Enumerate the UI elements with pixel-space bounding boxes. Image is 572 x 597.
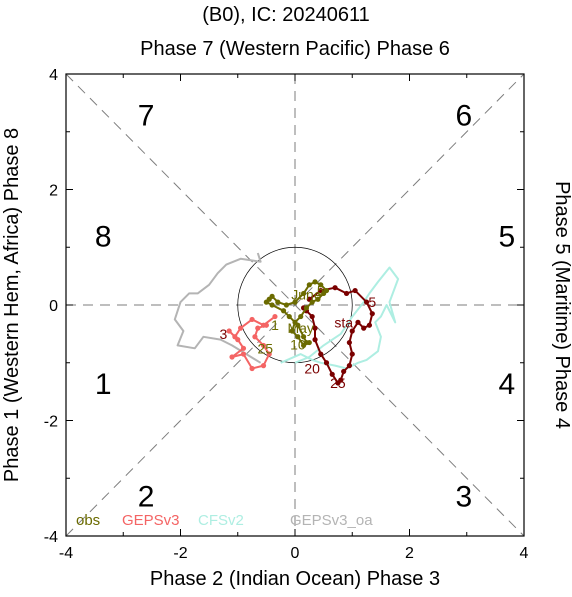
annotation-label: 25 xyxy=(257,340,273,356)
axis-left-label: Phase 1 (Western Hem, Africa) Phase 8 xyxy=(1,128,23,482)
series-point-obs xyxy=(280,308,287,314)
chart-title: (B0), IC: 20240611 xyxy=(202,4,370,26)
series-point-ensemble xyxy=(318,351,324,357)
series-point-ensemble xyxy=(335,380,341,386)
series-point-ensemble xyxy=(323,360,330,366)
phase-label-3: 3 xyxy=(456,481,473,514)
series-point-gepsv3 xyxy=(266,351,272,357)
annotation-label: sta xyxy=(334,314,353,330)
series-point-ensemble xyxy=(329,371,335,377)
annotation-label: 5 xyxy=(317,283,325,299)
annotation-label: 20 xyxy=(304,361,320,377)
series-point-ensemble xyxy=(312,325,318,331)
series-point-gepsv3 xyxy=(263,322,269,328)
series-point-ensemble xyxy=(346,363,352,369)
series-point-ensemble xyxy=(349,328,355,334)
annotation-label: 10 xyxy=(290,336,306,352)
series-point-obs xyxy=(315,296,321,302)
y-tick-label: -2 xyxy=(44,414,58,431)
phase-label-2: 2 xyxy=(138,481,155,514)
phase-label-5: 5 xyxy=(498,221,515,254)
series-point-obs xyxy=(321,290,327,297)
annotation-label: 5 xyxy=(368,294,376,310)
series-point-gepsv3 xyxy=(249,365,255,372)
axis-bottom-label: Phase 2 (Indian Ocean) Phase 3 xyxy=(150,568,440,590)
series-point-gepsv3 xyxy=(229,354,235,360)
series-point-gepsv3 xyxy=(260,342,267,349)
series-point-obs xyxy=(312,279,318,285)
series-point-obs xyxy=(298,313,304,320)
series-point-obs xyxy=(309,299,315,305)
series-point-ensemble xyxy=(309,313,315,320)
series-point-gepsv3 xyxy=(260,363,267,369)
series-point-ensemble xyxy=(363,299,370,305)
series-point-obs xyxy=(292,319,298,325)
x-tick-label: 2 xyxy=(405,545,414,562)
series-point-gepsv3 xyxy=(235,337,241,343)
legend-entry: GEPSv3_oa xyxy=(290,512,373,529)
annotation-label: June xyxy=(291,287,322,303)
series-point-gepsv3 xyxy=(238,325,244,331)
series-line-cfsv2 xyxy=(280,266,400,370)
phase-label-8: 8 xyxy=(95,221,112,254)
annotation-label: 25 xyxy=(330,375,346,391)
legend-entry: obs xyxy=(76,512,100,529)
series-point-gepsv3 xyxy=(226,328,232,334)
legend-entry: GEPSv3 xyxy=(122,512,180,529)
phase-label-7: 7 xyxy=(138,99,155,132)
phase-label-6: 6 xyxy=(456,99,473,132)
y-tick-label: 4 xyxy=(49,67,58,84)
series-point-ensemble xyxy=(352,287,358,294)
series-point-ensemble xyxy=(312,337,318,343)
series-point-ensemble xyxy=(332,285,338,291)
series-point-gepsv3 xyxy=(255,325,261,331)
series-point-ensemble xyxy=(343,290,350,297)
axis-right-label: Phase 5 (Maritime) Phase 4 xyxy=(551,181,572,429)
series-point-gepsv3 xyxy=(240,345,247,351)
phase-label-4: 4 xyxy=(498,368,515,401)
series-line-gepsv3_oa xyxy=(173,252,262,364)
series-point-obs xyxy=(286,313,292,320)
series-point-ensemble xyxy=(366,322,373,328)
series-point-gepsv3 xyxy=(252,334,258,340)
series-point-ensemble xyxy=(355,319,361,325)
series-point-obs xyxy=(269,293,275,299)
series-point-ensemble xyxy=(349,351,355,357)
series-point-gepsv3 xyxy=(272,313,278,320)
annotation-label: 3 xyxy=(220,326,228,342)
annotation-label: 1 xyxy=(271,317,279,333)
phase-label-1: 1 xyxy=(95,368,112,401)
series-point-obs xyxy=(289,328,295,334)
series-point-obs xyxy=(303,305,310,311)
series-point-ensemble xyxy=(361,325,367,331)
series-point-obs xyxy=(306,339,312,346)
series-point-obs xyxy=(318,282,324,288)
series-point-obs xyxy=(269,302,275,308)
axis-top-label: Phase 7 (Western Pacific) Phase 6 xyxy=(140,38,450,60)
series-point-ensemble xyxy=(346,339,352,346)
y-tick-label: 2 xyxy=(49,183,58,200)
y-tick-label: -4 xyxy=(44,529,58,546)
series-point-obs xyxy=(300,334,307,340)
series-point-obs xyxy=(306,282,312,288)
series-point-obs xyxy=(295,334,301,340)
y-tick-label: 0 xyxy=(49,298,58,315)
series-point-gepsv3 xyxy=(249,316,255,323)
series-point-ensemble xyxy=(369,311,375,317)
x-tick-label: 4 xyxy=(520,545,529,562)
legend-entry: CFSv2 xyxy=(198,512,244,529)
series-point-obs xyxy=(292,299,298,305)
series-point-obs xyxy=(300,342,307,349)
series-point-gepsv3 xyxy=(240,351,247,357)
x-tick-label: -4 xyxy=(59,545,73,562)
series-point-obs xyxy=(300,290,307,297)
series-point-obs xyxy=(283,302,290,308)
series-point-obs xyxy=(275,299,281,305)
x-tick-label: -2 xyxy=(173,545,187,562)
x-tick-label: 0 xyxy=(291,545,300,562)
annotation-label: May xyxy=(287,320,313,336)
series-point-ensemble xyxy=(341,368,347,375)
